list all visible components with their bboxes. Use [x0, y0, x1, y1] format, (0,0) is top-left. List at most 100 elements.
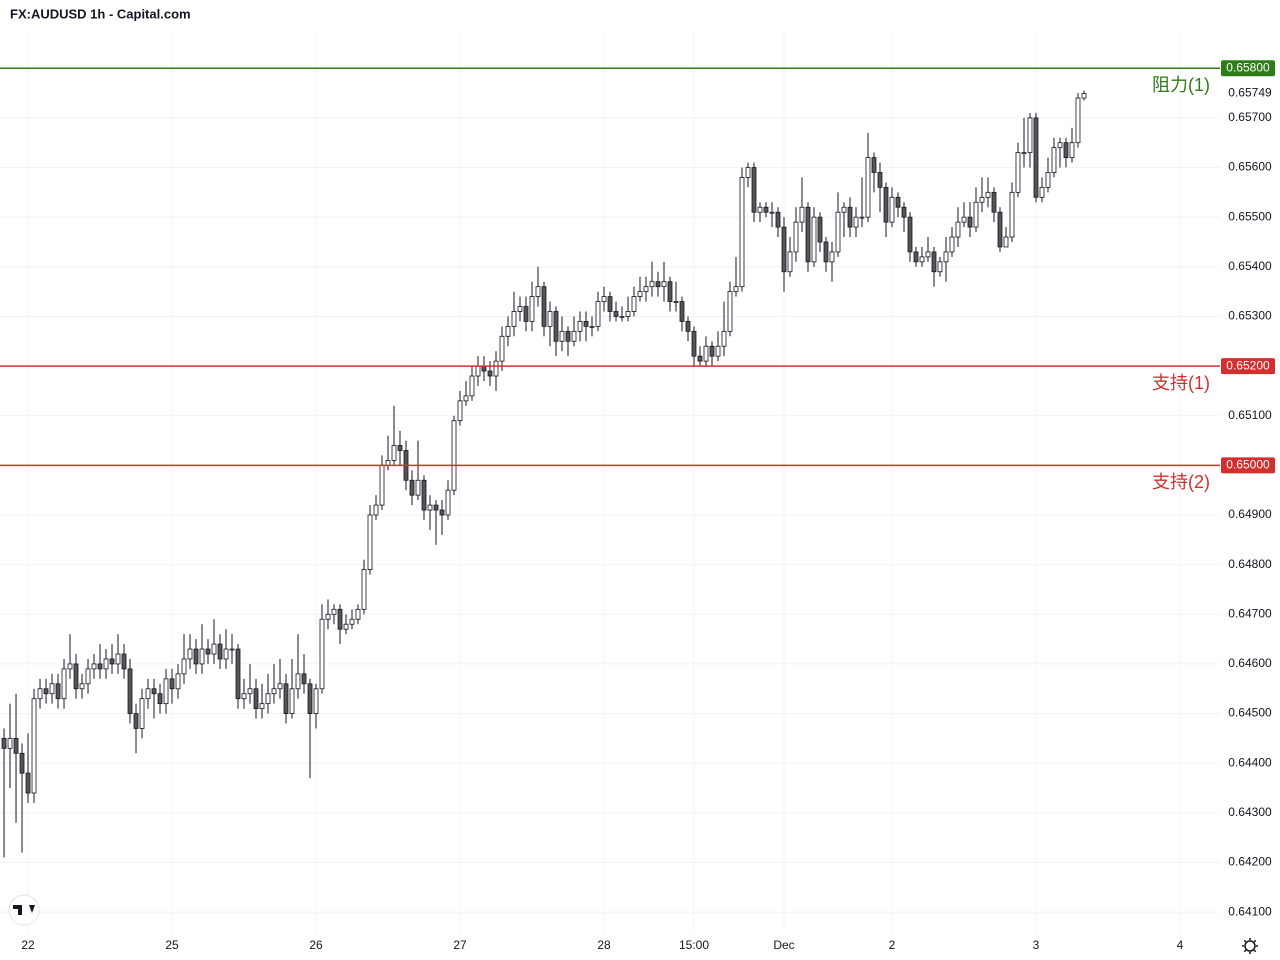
- candle-body: [691, 330, 697, 357]
- candle-body: [751, 167, 757, 213]
- candle-body: [409, 479, 415, 496]
- logo-circle: [8, 894, 40, 926]
- candle-body: [301, 673, 307, 685]
- candle-body: [919, 256, 925, 263]
- candle-body: [109, 658, 115, 665]
- candle-body: [361, 569, 367, 610]
- candle-body: [523, 306, 529, 322]
- candle-body: [595, 301, 601, 327]
- candle-body: [223, 648, 229, 660]
- candle-body: [451, 420, 457, 491]
- candle-body: [85, 668, 91, 685]
- y-tick-label: 0.64500: [1228, 706, 1272, 720]
- candle-body: [661, 281, 667, 288]
- candle-body: [253, 688, 259, 710]
- gear-ring: [1244, 940, 1256, 952]
- candle-body: [763, 206, 769, 213]
- candle-body: [637, 291, 643, 297]
- y-tick-label: 0.65500: [1228, 209, 1272, 223]
- candle-body: [415, 479, 421, 496]
- candle-body: [727, 291, 733, 332]
- candle-body: [97, 663, 103, 670]
- candle-body: [19, 752, 25, 774]
- y-tick-label: 0.64100: [1228, 904, 1272, 918]
- candle-body: [367, 514, 373, 571]
- candle-body: [313, 688, 319, 714]
- candle-body: [469, 375, 475, 397]
- candle-body: [823, 241, 829, 263]
- last-price-label: 0.65749: [1228, 86, 1272, 100]
- x-tick-label: Dec: [773, 938, 794, 952]
- candle-body: [703, 345, 709, 362]
- candle-body: [997, 211, 1003, 248]
- candle-body: [979, 196, 985, 203]
- candle-body: [943, 251, 949, 263]
- candle-body: [799, 206, 805, 223]
- candle-body: [439, 509, 445, 516]
- candle-body: [67, 663, 73, 670]
- level-price-label: 0.65800: [1226, 60, 1270, 74]
- candle-body: [895, 196, 901, 208]
- candle-body: [247, 688, 253, 695]
- candle-body: [1021, 152, 1027, 155]
- candle-body: [601, 296, 607, 302]
- candle-body: [115, 653, 121, 665]
- candle-body: [193, 648, 199, 665]
- candle-body: [427, 504, 433, 511]
- candle-body: [769, 211, 775, 214]
- x-tick-label: 3: [1033, 938, 1040, 952]
- candle-body: [13, 737, 19, 754]
- candle-body: [991, 191, 997, 213]
- candle-body: [931, 251, 937, 273]
- candle-body: [733, 286, 739, 293]
- candle-body: [547, 311, 553, 327]
- tv-logo[interactable]: [8, 894, 40, 926]
- candle-body: [913, 251, 919, 263]
- y-tick-label: 0.64400: [1228, 755, 1272, 769]
- candle-body: [289, 688, 295, 714]
- level-price-label: 0.65200: [1226, 358, 1270, 372]
- level-price-box: [1221, 457, 1275, 474]
- candle-body: [1051, 147, 1057, 173]
- candle-body: [259, 703, 265, 710]
- y-tick-label: 0.64800: [1228, 557, 1272, 571]
- candle-body: [607, 296, 613, 312]
- candle-body: [985, 191, 991, 198]
- candle-body: [421, 479, 427, 511]
- candle-body: [673, 301, 679, 303]
- candle-body: [553, 311, 559, 342]
- candle-body: [241, 693, 247, 700]
- candle-body: [973, 201, 979, 228]
- candle-body: [631, 296, 637, 312]
- x-tick-label: 15:00: [679, 938, 709, 952]
- x-tick-label: 4: [1177, 938, 1184, 952]
- candle-body: [37, 688, 43, 700]
- candle-body: [355, 608, 361, 620]
- level-price-box: [1221, 358, 1275, 375]
- candle-body: [715, 345, 721, 357]
- candle-body: [583, 321, 589, 327]
- candle-body: [7, 737, 13, 749]
- candle-body: [205, 648, 211, 655]
- candle-body: [43, 688, 49, 695]
- candle-body: [541, 286, 547, 327]
- candle-body: [505, 325, 511, 337]
- candle-body: [25, 772, 31, 794]
- settings-button[interactable]: [1242, 938, 1258, 954]
- candle-body: [1015, 152, 1021, 193]
- candle-body: [73, 663, 79, 690]
- candle-body: [325, 613, 331, 620]
- overlay-layer: 0.64100 0.64200 0.64300 0.64400 0.64500 0.646…: [0, 60, 1275, 952]
- candle-body: [175, 673, 181, 690]
- candle-body: [391, 445, 397, 461]
- level-label: 支持(1): [1152, 373, 1210, 393]
- candle-body: [163, 678, 169, 705]
- candle-body: [217, 643, 223, 660]
- chart-title: FX:AUDUSD 1h - Capital.com: [10, 6, 191, 21]
- candle-body: [805, 206, 811, 263]
- candle-body: [1081, 93, 1087, 99]
- candle-body: [1, 737, 7, 749]
- candle-body: [487, 370, 493, 377]
- candle-body: [445, 489, 451, 516]
